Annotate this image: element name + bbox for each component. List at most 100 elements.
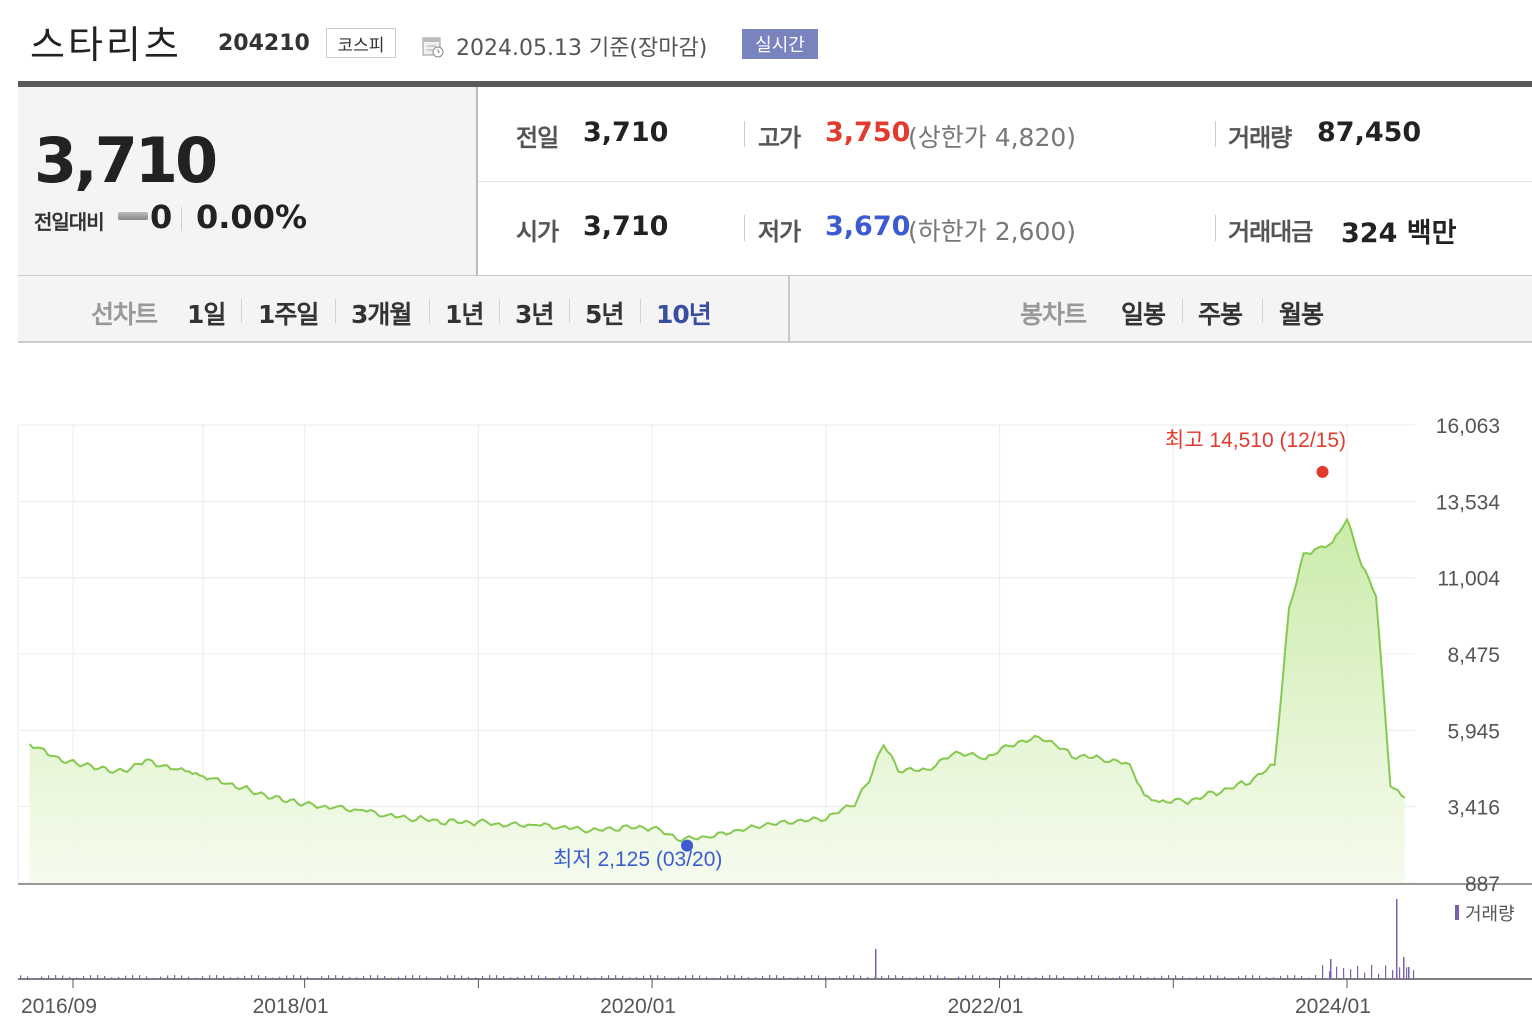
volume-bar [1396,899,1398,979]
volume-bar [979,975,981,979]
period-1y[interactable]: 1년 [445,300,484,329]
volume-bar [783,976,785,979]
volume-bar [545,976,547,979]
volume-bar [174,975,176,979]
max-annotation: 최고 14,510 (12/15) [1165,429,1346,452]
volume-bar [1154,977,1156,979]
volume-bar [951,977,953,979]
calendar-icon [422,37,444,58]
stat-separator [1215,121,1216,147]
volume-bar [657,975,659,979]
volume-bar [111,977,113,979]
volume-bar [1287,975,1289,979]
volume-bar [1182,976,1184,979]
y-tick-label: 8,475 [1447,644,1500,667]
amount-label: 거래대금 [1228,218,1313,246]
high-value: 3,750 [825,117,911,148]
volume-bar [755,977,757,979]
volume-bar [1294,975,1296,979]
volume-bar [853,975,855,979]
volume-bar [342,975,344,979]
period-1w[interactable]: 1주일 [258,300,319,329]
volume-bar [160,976,162,979]
market-badge: 코스피 [326,28,396,58]
period-10y[interactable]: 10년 [656,300,712,329]
change-label: 전일대비 [34,210,105,234]
period-3m[interactable]: 3개월 [351,300,412,329]
volume-bar [335,975,337,979]
period-separator [499,299,500,323]
volume-bar [118,977,120,979]
volume-bar [454,975,456,979]
volume-bar [748,977,750,979]
volume-bar [629,977,631,979]
volume-bar [678,976,680,979]
volume-bar [1133,975,1135,979]
volume-legend: 거래량 [1465,904,1515,924]
max-point-marker [1316,465,1329,478]
volume-bar [1119,976,1121,979]
volume-bar [1098,975,1100,979]
open-label: 시가 [516,218,559,246]
period-5y[interactable]: 5년 [585,300,624,329]
volume-bar [776,975,778,979]
volume-bar [692,975,694,979]
volume-bar [426,976,428,979]
volume-bar [650,975,652,979]
volume-bar [601,976,603,979]
header-divider [18,81,1532,87]
volume-bar [608,975,610,979]
volume-label: 거래량 [1228,124,1292,152]
candle-daily[interactable]: 일봉 [1121,300,1166,329]
open-value: 3,710 [583,211,669,242]
candle-weekly[interactable]: 주봉 [1198,300,1243,329]
line-chart-label: 선차트 [91,300,158,329]
current-price: 3,710 [34,124,218,197]
volume-bar [1014,975,1016,979]
volume-bar [1252,975,1254,979]
volume-bar [1413,970,1415,979]
volume-bar [377,975,379,979]
volume-bar [496,975,498,979]
volume-bar [741,975,743,979]
volume-bar [902,975,904,979]
x-tick-label: 2024/01 [1295,995,1371,1018]
volume-bar [797,976,799,979]
volume-bar [1280,975,1282,979]
volume-bar [1112,977,1114,979]
volume-bar [1175,975,1177,979]
high-label: 고가 [758,124,801,152]
candle-monthly[interactable]: 월봉 [1279,300,1324,329]
volume-bar [839,976,841,979]
volume-bar [1126,975,1128,979]
volume-bar [1007,975,1009,979]
volume-bar [1042,975,1044,979]
volume-value: 87,450 [1317,117,1422,148]
volume-bar [237,977,239,979]
volume-bar [1147,977,1149,979]
period-3y[interactable]: 3년 [515,300,554,329]
volume-bar [727,975,729,979]
volume-bar [538,975,540,979]
price-panel [18,87,476,275]
change-rate: 0.00% [196,198,308,236]
period-1d[interactable]: 1일 [187,300,226,329]
x-tick-label: 2020/01 [600,995,676,1018]
volume-bar [762,975,764,979]
volume-bar [1063,976,1065,979]
volume-bar [720,976,722,979]
volume-bar [1189,977,1191,979]
volume-bar [1245,975,1247,979]
volume-bar [1273,977,1275,979]
change-value: 0 [150,198,173,236]
volume-bar [216,975,218,979]
volume-bar [433,977,435,979]
realtime-button[interactable]: 실시간 [742,29,818,59]
change-separator [181,207,182,231]
volume-bar [888,975,890,979]
volume-bar [83,976,85,979]
volume-bar [587,976,589,979]
volume-bar [510,977,512,979]
x-tick-label: 2018/01 [253,995,329,1018]
